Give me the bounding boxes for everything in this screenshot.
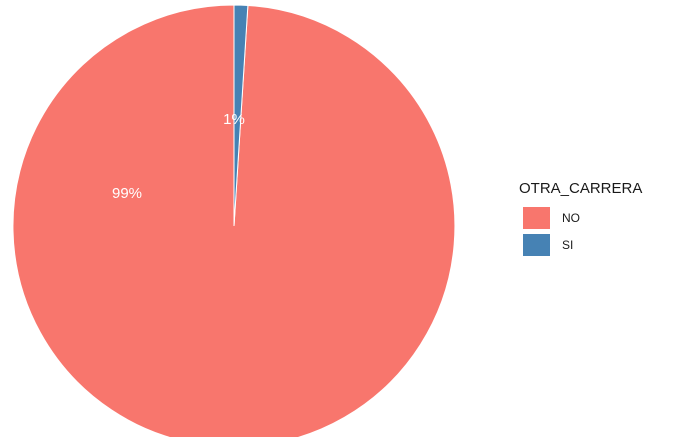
legend-label-si: SI [562, 237, 574, 252]
slice-label-no: 99% [112, 185, 142, 202]
slice-label-si: 1% [223, 111, 245, 128]
legend-key-no [523, 206, 550, 229]
pie-slice-si [233, 4, 249, 227]
legend-key-si [523, 233, 550, 256]
legend-item-si: SI [519, 233, 642, 256]
legend-label-no: NO [562, 210, 580, 225]
legend-item-no: NO [519, 206, 642, 229]
legend: OTRA_CARRERA NO SI [519, 180, 642, 260]
legend-title: OTRA_CARRERA [519, 180, 643, 197]
